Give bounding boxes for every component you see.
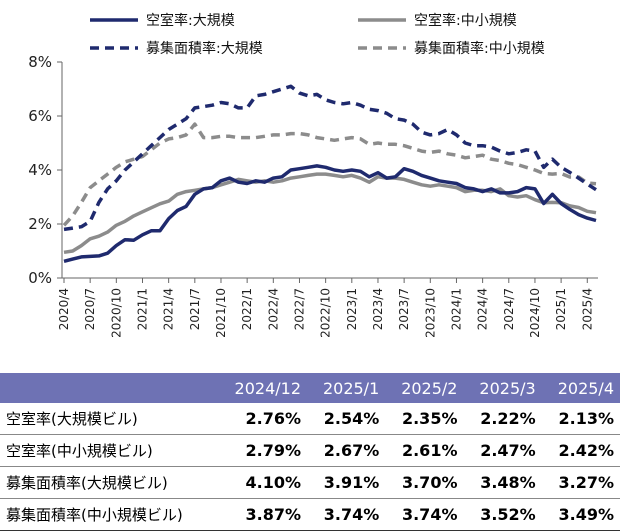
legend-label: 募集面積率:中小規模 — [414, 40, 545, 57]
table-row: 募集面積率(大規模ビル) 4.10% 3.91% 3.70% 3.48% 3.2… — [0, 467, 620, 499]
x-tick-label: 2023/7 — [397, 288, 411, 330]
table-cell: 2.47% — [480, 441, 536, 460]
y-tick-label: 0% — [28, 269, 52, 287]
table-cell: 2.61% — [401, 441, 458, 460]
x-tick-label: 2021/4 — [162, 288, 176, 330]
table-cell: 2.22% — [480, 409, 536, 428]
x-tick-label: 2024/10 — [528, 288, 542, 338]
table-header: 2025/3 — [463, 373, 542, 403]
table-cell: 2.76% — [245, 409, 302, 428]
table-cell: 2.67% — [323, 441, 380, 460]
table-header: 2025/1 — [307, 373, 386, 403]
x-tick-label: 2023/1 — [345, 288, 359, 330]
table-cell: 3.52% — [480, 505, 536, 524]
x-tick-label: 2021/1 — [135, 288, 149, 330]
legend-label: 空室率:大規模 — [146, 12, 235, 29]
table-cell: 3.27% — [558, 473, 614, 492]
y-tick-label: 4% — [28, 161, 52, 179]
table-row: 空室率(中小規模ビル) 2.79% 2.67% 2.61% 2.47% 2.42… — [0, 435, 620, 467]
row-label: 空室率(中小規模ビル) — [6, 442, 153, 460]
table-header: 2024/12 — [216, 373, 308, 403]
table-cell: 2.42% — [558, 441, 614, 460]
series-line — [62, 122, 597, 227]
y-tick-label: 2% — [28, 215, 52, 233]
x-tick-label: 2022/1 — [240, 288, 254, 330]
y-tick-label: 8% — [28, 53, 52, 71]
summary-table: 2024/12 2025/1 2025/2 2025/3 2025/4 空室率(… — [0, 373, 620, 531]
table-row: 募集面積率(中小規模ビル) 3.87% 3.74% 3.74% 3.52% 3.… — [0, 499, 620, 531]
x-tick-label: 2025/1 — [554, 288, 568, 330]
table-header: 2025/2 — [385, 373, 464, 403]
table-cell: 4.10% — [245, 473, 302, 492]
x-tick-label: 2020/10 — [109, 288, 123, 338]
row-label: 募集面積率(大規模ビル) — [6, 474, 168, 492]
table-cell: 3.74% — [323, 505, 380, 524]
table-cell: 2.54% — [323, 409, 380, 428]
table-cell: 3.74% — [401, 505, 458, 524]
row-label: 募集面積率(中小規模ビル) — [6, 506, 183, 524]
x-tick-label: 2022/10 — [319, 288, 333, 338]
table-cell: 3.48% — [480, 473, 536, 492]
table-header: 2025/4 — [541, 373, 620, 403]
legend-label: 募集面積率:大規模 — [146, 40, 263, 57]
x-axis: 2020/4 2020/7 2020/10 2021/1 2021/4 2021/7 202… — [57, 277, 598, 338]
y-tick-label: 6% — [28, 107, 52, 125]
x-tick-label: 2020/7 — [83, 288, 97, 330]
x-tick-label: 2025/4 — [580, 288, 594, 330]
table-row: 空室率(大規模ビル) 2.76% 2.54% 2.35% 2.22% 2.13% — [0, 403, 620, 435]
x-tick-label: 2022/7 — [292, 288, 306, 330]
table-cell: 3.91% — [323, 473, 380, 492]
series-line — [63, 84, 597, 232]
table-cell: 3.87% — [245, 505, 302, 524]
y-axis: 0% 2% 4% 6% 8% — [28, 53, 63, 287]
x-tick-label: 2024/4 — [476, 288, 490, 330]
x-tick-label: 2023/4 — [371, 288, 385, 330]
table-header-row: 2024/12 2025/1 2025/2 2025/3 2025/4 — [0, 373, 620, 403]
x-tick-label: 2020/4 — [57, 288, 71, 330]
x-tick-label: 2023/10 — [423, 288, 437, 338]
x-tick-label: 2024/7 — [502, 288, 516, 330]
table-corner — [0, 373, 216, 403]
x-tick-label: 2022/4 — [266, 288, 280, 330]
table-cell: 2.79% — [245, 441, 302, 460]
x-tick-label: 2024/1 — [449, 288, 463, 330]
x-tick-label: 2021/7 — [188, 288, 202, 330]
row-label: 空室率(大規模ビル) — [6, 410, 138, 428]
series-line — [63, 172, 597, 255]
plot-area — [62, 84, 597, 263]
table-cell: 3.70% — [401, 473, 458, 492]
table-cell: 2.35% — [401, 409, 458, 428]
table-cell: 3.49% — [558, 505, 614, 524]
x-tick-label: 2021/10 — [214, 288, 228, 338]
legend-label: 空室率:中小規模 — [414, 12, 517, 29]
table-cell: 2.13% — [558, 409, 614, 428]
series-line — [63, 164, 597, 263]
